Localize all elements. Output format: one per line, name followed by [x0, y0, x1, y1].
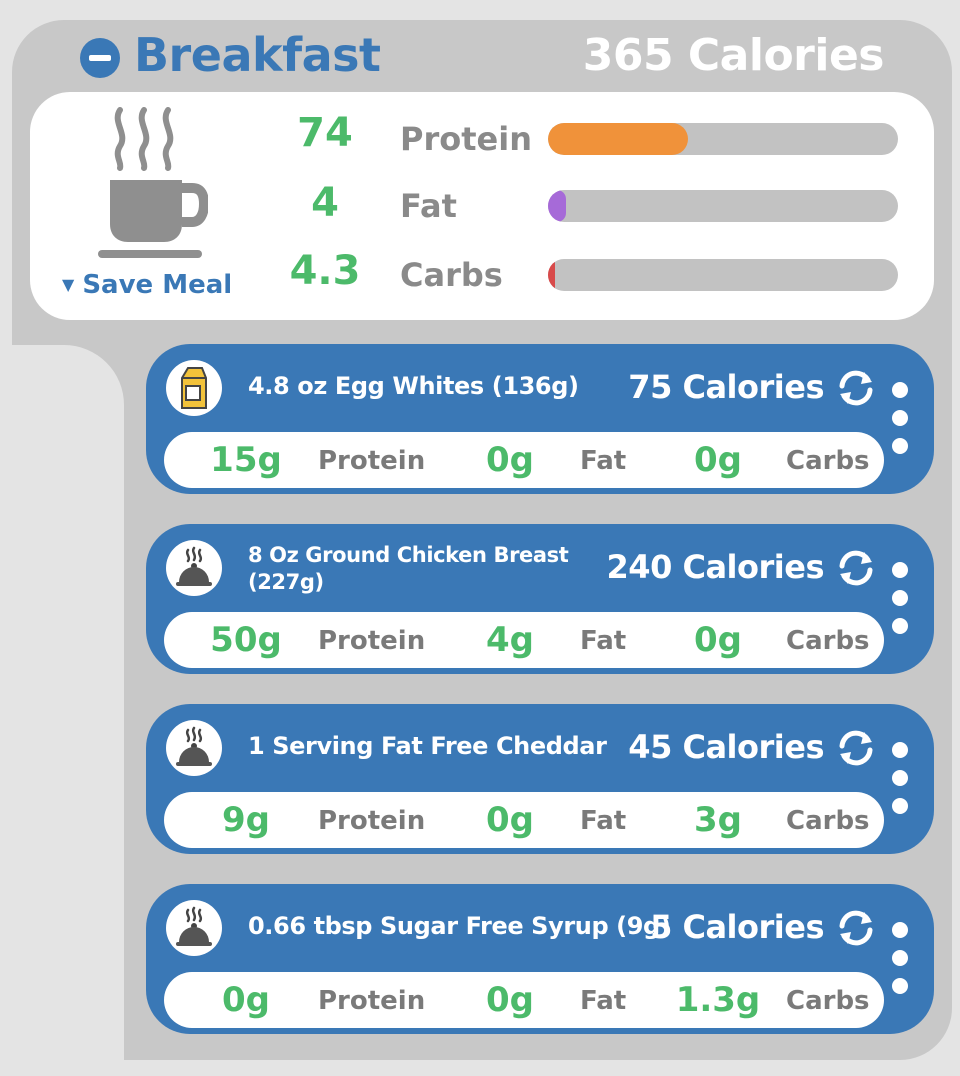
food-item[interactable]: 4.8 oz Egg Whites (136g) 75 Calories 15g…	[146, 344, 934, 494]
food-fat-label: Fat	[580, 626, 627, 656]
more-options-icon[interactable]	[892, 382, 910, 466]
food-carbs-value: 3g	[694, 800, 742, 840]
food-macro-bar: 50g Protein 4g Fat 0g Carbs	[164, 612, 884, 668]
food-fat-label: Fat	[580, 806, 627, 836]
food-carbs-value: 1.3g	[675, 980, 761, 1020]
food-protein-label: Protein	[318, 806, 426, 836]
more-options-icon[interactable]	[892, 562, 910, 646]
food-protein-label: Protein	[318, 986, 426, 1016]
refresh-icon[interactable]	[834, 906, 878, 950]
food-protein-value: 15g	[210, 440, 282, 480]
refresh-icon[interactable]	[834, 366, 878, 410]
meal-carbs-label: Carbs	[400, 256, 503, 294]
coffee-cup-icon	[98, 107, 208, 258]
food-name: 1 Serving Fat Free Cheddar	[248, 732, 607, 760]
meal-protein-value: 74	[297, 110, 353, 156]
food-protein-label: Protein	[318, 446, 426, 476]
food-macro-bar: 9g Protein 0g Fat 3g Carbs	[164, 792, 884, 848]
cloche-icon	[166, 540, 222, 596]
fat-progress-fill	[548, 190, 566, 222]
more-options-icon[interactable]	[892, 742, 910, 826]
food-item[interactable]: 8 Oz Ground Chicken Breast (227g) 240 Ca…	[146, 524, 934, 674]
food-calories: 240 Calories	[606, 548, 825, 586]
protein-progress-fill	[548, 123, 688, 155]
food-name: 4.8 oz Egg Whites (136g)	[248, 372, 579, 400]
meal-protein-label: Protein	[400, 120, 532, 158]
refresh-icon[interactable]	[834, 546, 878, 590]
food-name: 8 Oz Ground Chicken Breast (227g)	[248, 543, 569, 594]
carbs-progress-bar	[548, 259, 898, 291]
dropdown-arrow-icon: ▼	[62, 275, 75, 294]
save-meal-button[interactable]: ▼ Save Meal	[62, 270, 232, 300]
food-item[interactable]: 1 Serving Fat Free Cheddar 45 Calories 9…	[146, 704, 934, 854]
food-macro-bar: 15g Protein 0g Fat 0g Carbs	[164, 432, 884, 488]
cloche-icon	[166, 720, 222, 776]
food-item[interactable]: 0.66 tbsp Sugar Free Syrup (9g) 5 Calori…	[146, 884, 934, 1034]
fat-progress-bar	[548, 190, 898, 222]
meal-title: Breakfast	[134, 28, 381, 82]
food-fat-label: Fat	[580, 986, 627, 1016]
food-fat-value: 0g	[486, 440, 534, 480]
food-carbs-label: Carbs	[786, 446, 870, 476]
save-meal-label: Save Meal	[82, 270, 233, 300]
collapse-icon[interactable]	[80, 38, 120, 78]
food-fat-value: 4g	[486, 620, 534, 660]
food-protein-value: 0g	[222, 980, 270, 1020]
carbs-progress-fill	[548, 259, 555, 291]
refresh-icon[interactable]	[834, 726, 878, 770]
milk-carton-icon	[166, 360, 222, 416]
food-calories: 45 Calories	[628, 728, 824, 766]
food-fat-label: Fat	[580, 446, 627, 476]
food-carbs-label: Carbs	[786, 626, 870, 656]
protein-progress-bar	[548, 123, 898, 155]
food-protein-value: 9g	[222, 800, 270, 840]
food-macro-bar: 0g Protein 0g Fat 1.3g Carbs	[164, 972, 884, 1028]
food-name: 0.66 tbsp Sugar Free Syrup (9g)	[248, 912, 671, 940]
food-calories: 75 Calories	[628, 368, 824, 406]
food-protein-value: 50g	[210, 620, 282, 660]
meal-fat-label: Fat	[400, 187, 457, 225]
meal-fat-value: 4	[311, 180, 339, 226]
cloche-icon	[166, 900, 222, 956]
food-fat-value: 0g	[486, 980, 534, 1020]
panel-cutout	[12, 345, 124, 1076]
food-protein-label: Protein	[318, 626, 426, 656]
more-options-icon[interactable]	[892, 922, 910, 1006]
meal-calories: 365 Calories	[582, 30, 885, 81]
food-carbs-value: 0g	[694, 620, 742, 660]
food-carbs-label: Carbs	[786, 806, 870, 836]
food-carbs-label: Carbs	[786, 986, 870, 1016]
food-carbs-value: 0g	[694, 440, 742, 480]
food-calories: 5 Calories	[650, 908, 824, 946]
meal-carbs-value: 4.3	[289, 248, 361, 294]
food-fat-value: 0g	[486, 800, 534, 840]
